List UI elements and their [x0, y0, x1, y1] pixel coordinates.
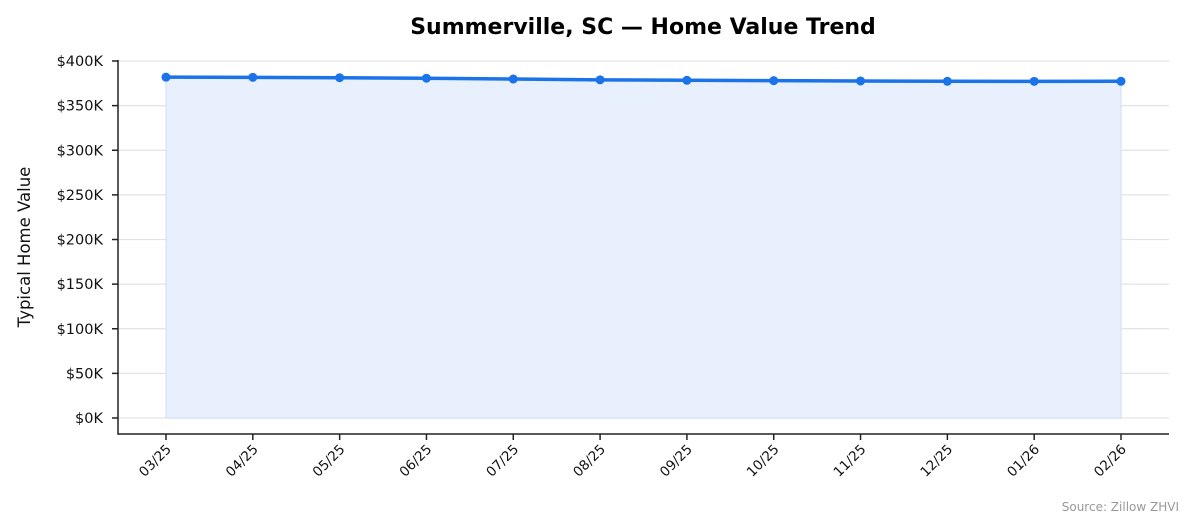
y-tick-label: $400K	[57, 54, 104, 70]
y-axis-ticks: $0K $50K $100K $150K $200K $250K $300K $350K $40…	[57, 54, 118, 427]
x-tick-label: 12/25	[917, 442, 956, 481]
y-tick-label: $300K	[57, 143, 104, 159]
y-axis-label: Typical Home Value	[15, 167, 34, 329]
x-tick-label: 08/25	[570, 442, 609, 481]
y-tick-label: $200K	[57, 233, 104, 249]
data-point	[161, 72, 171, 82]
source-annotation: Source: Zillow ZHVI	[1062, 500, 1179, 514]
data-point	[335, 73, 345, 83]
y-tick-label: $250K	[57, 188, 104, 204]
data-point	[508, 74, 518, 84]
data-point	[421, 73, 431, 83]
x-tick-label: 10/25	[744, 442, 783, 481]
x-tick-label: 06/25	[396, 442, 435, 481]
y-tick-label: $100K	[57, 322, 104, 338]
data-point	[595, 75, 605, 85]
y-tick-label: $150K	[57, 277, 104, 293]
x-tick-label: 05/25	[310, 442, 349, 481]
data-point	[942, 76, 952, 86]
x-tick-label: 02/26	[1091, 442, 1130, 481]
data-point	[856, 76, 866, 86]
x-axis-ticks: 03/25 04/25 05/25 06/25 07/25 08/25 09/25 10/25…	[136, 434, 1130, 480]
data-point	[682, 75, 692, 85]
area-fill	[165, 76, 1122, 419]
y-tick-label: $0K	[75, 411, 103, 427]
data-point	[1116, 76, 1126, 86]
x-tick-label: 07/25	[483, 442, 522, 481]
x-tick-label: 04/25	[223, 442, 262, 481]
chart-title: Summerville, SC — Home Value Trend	[410, 15, 876, 40]
y-tick-label: $50K	[66, 366, 104, 382]
x-tick-label: 09/25	[657, 442, 696, 481]
data-point	[769, 76, 779, 86]
data-line	[161, 72, 1126, 86]
data-point	[1029, 76, 1039, 86]
x-tick-label: 03/25	[136, 442, 175, 481]
x-tick-label: 11/25	[831, 442, 870, 481]
data-point	[248, 72, 258, 82]
x-tick-label: 01/26	[1004, 442, 1043, 481]
y-tick-label: $350K	[57, 99, 104, 115]
axes	[117, 60, 1169, 435]
